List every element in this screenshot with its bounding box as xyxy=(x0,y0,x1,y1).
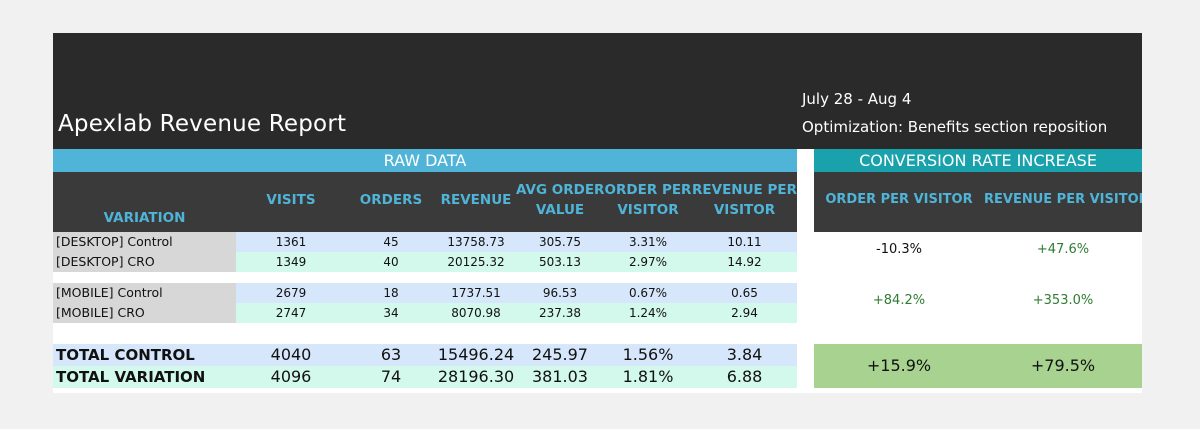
cell-aov: 305.75 xyxy=(539,235,581,249)
row-label: [MOBILE] CRO xyxy=(53,303,236,323)
cell-orders: 45 xyxy=(383,235,399,249)
cell-orders: 40 xyxy=(383,255,399,269)
total-revenue: 28196.30 xyxy=(437,367,515,386)
cell-visits: 1349 xyxy=(275,255,307,269)
total-visits: 4040 xyxy=(270,345,312,364)
total-conversion-box: +15.9% +79.5% xyxy=(814,344,1142,388)
total-opv-increase: +15.9% xyxy=(866,356,932,375)
table-row: [DESKTOP] Control 1361 45 13758.73 305.7… xyxy=(53,232,797,252)
col-conv-rpv: REVENUE PER VISITOR xyxy=(984,192,1142,207)
row-cells: 2747 34 8070.98 237.38 1.24% 2.94 xyxy=(236,303,797,323)
raw-data-band: RAW DATA xyxy=(53,149,797,172)
table-row: [DESKTOP] CRO 1349 40 20125.32 503.13 2.… xyxy=(53,252,797,272)
row-cells: 1361 45 13758.73 305.75 3.31% 10.11 xyxy=(236,232,797,252)
cell-visits: 2747 xyxy=(275,306,307,320)
table-row: [MOBILE] CRO 2747 34 8070.98 237.38 1.24… xyxy=(53,303,797,323)
revenue-report: Apexlab Revenue Report July 28 - Aug 4 O… xyxy=(53,33,1142,393)
total-aov: 381.03 xyxy=(532,367,588,386)
total-visits: 4096 xyxy=(270,367,312,386)
desktop-rpv-increase: +47.6% xyxy=(1036,242,1090,257)
row-label: [MOBILE] Control xyxy=(53,283,236,303)
mobile-rpv-increase: +353.0% xyxy=(1032,293,1094,308)
mobile-opv-increase: +84.2% xyxy=(872,293,926,308)
total-control-label: TOTAL CONTROL xyxy=(56,346,195,364)
cell-orders: 34 xyxy=(383,306,399,320)
cell-revenue: 13758.73 xyxy=(447,235,505,249)
col-aov: AVG ORDER VALUE xyxy=(516,180,604,220)
mobile-conversion-box: +84.2% +353.0% xyxy=(814,283,1142,323)
total-variation-row: TOTAL VARIATION 4096 74 28196.30 381.03 … xyxy=(53,366,797,388)
total-control-row: TOTAL CONTROL 4040 63 15496.24 245.97 1.… xyxy=(53,344,797,366)
total-rpv-increase: +79.5% xyxy=(1030,356,1096,375)
cell-aov: 503.13 xyxy=(539,255,581,269)
cell-aov: 237.38 xyxy=(539,306,581,320)
conversion-column-headers: ORDER PER VISITOR REVENUE PER VISITOR xyxy=(814,172,1142,232)
total-orders: 74 xyxy=(380,367,402,386)
cell-revenue: 20125.32 xyxy=(447,255,505,269)
cell-visits: 2679 xyxy=(275,286,307,300)
cell-revenue: 8070.98 xyxy=(451,306,501,320)
row-cells: 1349 40 20125.32 503.13 2.97% 14.92 xyxy=(236,252,797,272)
report-header: Apexlab Revenue Report July 28 - Aug 4 O… xyxy=(53,33,1142,149)
total-opv: 1.81% xyxy=(622,367,674,386)
total-rpv: 6.88 xyxy=(726,367,763,386)
total-opv: 1.56% xyxy=(622,345,674,364)
col-orders: ORDERS xyxy=(359,192,423,208)
total-aov: 245.97 xyxy=(532,345,588,364)
total-variation-label: TOTAL VARIATION xyxy=(56,368,206,386)
desktop-conversion-box: -10.3% +47.6% xyxy=(814,232,1142,272)
col-opv-line1: ORDER PER xyxy=(604,182,692,198)
cell-aov: 96.53 xyxy=(542,286,578,300)
row-cells: 2679 18 1737.51 96.53 0.67% 0.65 xyxy=(236,283,797,303)
col-conv-opv: ORDER PER VISITOR xyxy=(825,192,973,207)
col-opv-line2: VISITOR xyxy=(617,202,679,218)
cell-visits: 1361 xyxy=(275,235,307,249)
col-rpv-line2: VISITOR xyxy=(713,202,776,218)
col-visits: VISITS xyxy=(266,192,316,208)
cell-opv: 1.24% xyxy=(628,306,668,320)
cell-opv: 0.67% xyxy=(628,286,668,300)
raw-column-headers: VARIATION VISITS ORDERS REVENUE AVG ORDE… xyxy=(53,172,797,232)
total-orders: 63 xyxy=(380,345,402,364)
cell-orders: 18 xyxy=(383,286,399,300)
desktop-opv-increase: -10.3% xyxy=(876,242,922,257)
total-revenue: 15496.24 xyxy=(437,345,515,364)
cell-revenue: 1737.51 xyxy=(451,286,501,300)
total-rpv: 3.84 xyxy=(726,345,763,364)
cell-rpv: 10.11 xyxy=(727,235,762,249)
cell-rpv: 2.94 xyxy=(731,306,758,320)
cell-rpv: 14.92 xyxy=(727,255,762,269)
date-range: July 28 - Aug 4 xyxy=(802,90,912,108)
row-label: [DESKTOP] CRO xyxy=(53,252,236,272)
col-aov-line1: AVG ORDER xyxy=(516,182,604,198)
col-aov-line2: VALUE xyxy=(535,202,585,218)
row-label: [DESKTOP] Control xyxy=(53,232,236,252)
col-rpv: REVENUE PER VISITOR xyxy=(692,180,797,220)
cell-opv: 3.31% xyxy=(628,235,668,249)
col-revenue: REVENUE xyxy=(440,192,512,208)
table-row: [MOBILE] Control 2679 18 1737.51 96.53 0… xyxy=(53,283,797,303)
cell-rpv: 0.65 xyxy=(731,286,758,300)
col-opv: ORDER PER VISITOR xyxy=(604,180,692,220)
col-rpv-line1: REVENUE PER xyxy=(692,182,797,198)
conversion-band: CONVERSION RATE INCREASE xyxy=(814,149,1142,172)
optimization-note: Optimization: Benefits section repositio… xyxy=(802,118,1108,136)
report-title: Apexlab Revenue Report xyxy=(58,111,347,137)
col-variation: VARIATION xyxy=(103,210,186,226)
cell-opv: 2.97% xyxy=(628,255,668,269)
